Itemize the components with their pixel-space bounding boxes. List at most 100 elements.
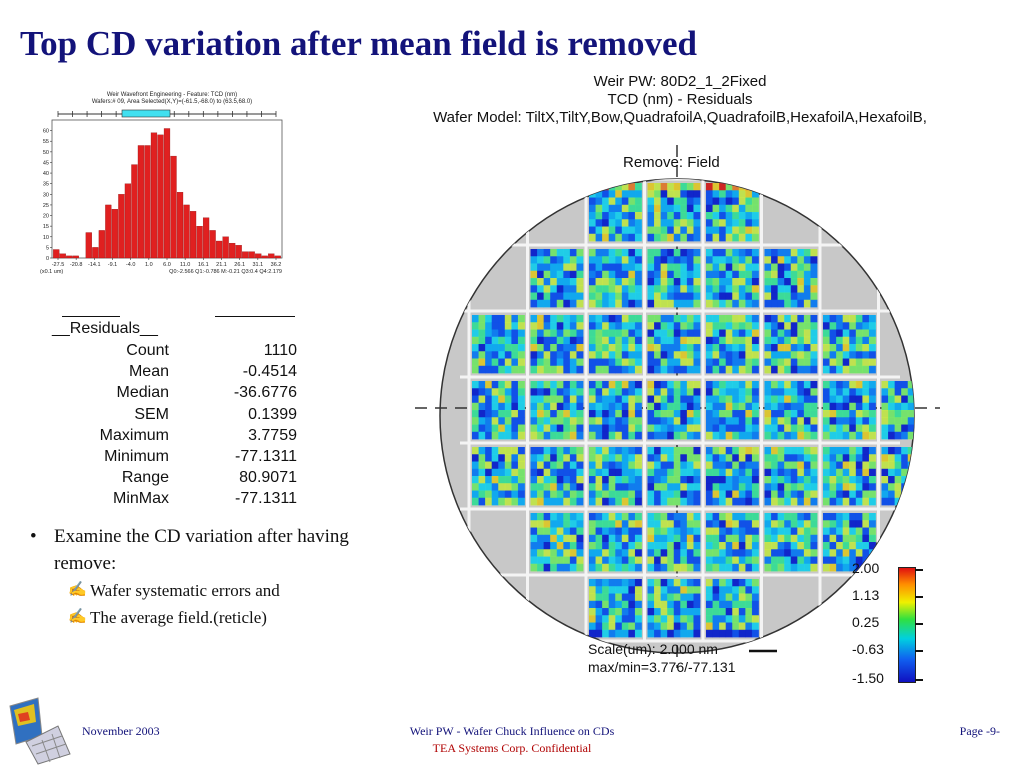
company-logo xyxy=(9,697,71,765)
bullet-sub-2-text: The average field.(reticle) xyxy=(90,608,267,627)
wafer-field xyxy=(881,381,914,440)
wafer-field xyxy=(472,315,525,374)
histogram-y-tick-label: 30 xyxy=(43,192,49,198)
histogram-y-tick-label: 0 xyxy=(46,256,49,262)
histogram-y-tick-label: 5 xyxy=(46,245,49,251)
residuals-row-label: Minimum xyxy=(104,448,169,465)
bullet-main-line1: Examine the CD variation after having xyxy=(54,526,349,547)
wafer-field xyxy=(589,381,642,440)
histogram-bar xyxy=(85,232,92,259)
residuals-row-value: 0.1399 xyxy=(248,405,297,423)
histogram-bar xyxy=(202,217,210,259)
residuals-row-label: Range xyxy=(121,469,169,487)
color-scale-bar xyxy=(898,567,916,683)
bullet-main: • Examine the CD variation after having xyxy=(30,523,402,550)
histogram-x-tick-label: -9.1 xyxy=(108,262,117,268)
pen-icon: ✍ xyxy=(68,582,87,598)
histogram-bar xyxy=(183,204,190,259)
wafer-field xyxy=(764,447,818,506)
histogram-bar xyxy=(150,132,158,259)
histogram-bar xyxy=(222,236,229,259)
wafer-field xyxy=(647,315,701,374)
histogram-bar xyxy=(92,247,99,259)
maxmin-label: max/min=3.776/-77.131 xyxy=(588,659,736,675)
wafer-field xyxy=(706,579,759,638)
residuals-row-value: 3.7759 xyxy=(248,426,297,444)
wafer-field xyxy=(589,513,642,572)
histogram-x-tick-label: 36.2 xyxy=(271,262,282,268)
bullet-main-line2: remove: xyxy=(54,553,117,574)
residuals-row-value: 80.9071 xyxy=(239,469,297,487)
histogram-x-tick-label: 6.0 xyxy=(163,262,171,268)
wafer-field xyxy=(647,579,701,638)
histogram-x-tick-label: 1.0 xyxy=(145,262,153,268)
residuals-row: Maximum 3.7759 xyxy=(52,427,297,448)
histogram-bar xyxy=(111,209,118,259)
histogram-bar xyxy=(72,255,79,259)
bullet-main-cont: remove: xyxy=(30,550,402,577)
residuals-row: Minimum -77.1311 xyxy=(52,448,297,469)
histogram-bar xyxy=(59,253,66,259)
histogram-x-tick-label: -4.0 xyxy=(126,262,135,268)
histogram-bar xyxy=(66,255,73,259)
histogram-bar xyxy=(157,134,164,259)
histogram-unit-label: (x0.1 um) xyxy=(40,269,63,275)
histogram-bar xyxy=(105,204,112,259)
histogram-stats-line: Q0:-2.566 Q1:-0.786 M:-0.21 Q3:0.4 Q4:2.… xyxy=(169,269,282,275)
footer-page-number: Page -9- xyxy=(959,724,1000,738)
wafer-field xyxy=(530,315,584,374)
footer-date: November 2003 xyxy=(82,724,160,738)
histogram-bar xyxy=(170,155,177,259)
wafer-field xyxy=(530,249,584,308)
histogram-y-tick-label: 50 xyxy=(43,150,49,156)
wafer-title-line2: TCD (nm) - Residuals xyxy=(607,91,753,108)
histogram-header-line1: Weir Wavefront Engineering - Feature: TC… xyxy=(106,92,238,98)
residuals-row-label: SEM xyxy=(134,405,169,423)
wafer-field xyxy=(530,381,584,440)
residuals-row-label: Mean xyxy=(128,363,169,381)
wafer-field xyxy=(823,381,876,440)
wafer-field xyxy=(823,315,876,374)
histogram-y-tick-label: 10 xyxy=(43,235,49,241)
residuals-row-value: -77.1311 xyxy=(235,490,297,508)
residuals-row-label: Maximum xyxy=(99,426,169,444)
wafer-title-line3: Wafer Model: TiltX,TiltY,Bow,QuadrafoilA… xyxy=(433,109,927,126)
colorbar-label: 2.00 xyxy=(852,560,880,576)
histogram-bar xyxy=(189,211,197,259)
wafer-field xyxy=(706,447,759,506)
residuals-header: __Residuals__ xyxy=(52,320,158,337)
histogram-y-tick-label: 25 xyxy=(43,203,49,209)
residuals-header-rule xyxy=(62,316,120,317)
pen-icon: ✍ xyxy=(68,609,87,625)
histogram-x-tick-label: 11.0 xyxy=(180,262,190,268)
histogram-bar xyxy=(118,194,125,259)
residuals-row: SEM 0.1399 xyxy=(52,406,297,427)
residuals-row: MinMax -77.1311 xyxy=(52,490,297,511)
colorbar-tick xyxy=(915,596,923,598)
histogram-x-tick-label: -27.5 xyxy=(52,262,65,268)
wafer-field xyxy=(764,381,818,440)
footer-title: Weir PW - Wafer Chuck Influence on CDs xyxy=(409,724,615,738)
bullet-marker: • xyxy=(30,526,37,547)
histogram-header: Weir Wavefront Engineering - Feature: TC… xyxy=(56,92,288,106)
colorbar-tick xyxy=(915,679,923,681)
histogram-bar xyxy=(176,192,184,259)
remove-label: Remove: Field xyxy=(623,154,720,171)
histogram-x-tick-label: 21.1 xyxy=(216,262,227,268)
scale-label: Scale(um): 2.000 nm xyxy=(588,641,718,657)
histogram-y-tick-label: 15 xyxy=(43,224,49,230)
residuals-row-value: 1110 xyxy=(263,342,297,359)
wafer-field xyxy=(881,447,914,506)
histogram-bar xyxy=(216,240,223,259)
histogram-quartile-box[interactable] xyxy=(121,109,171,118)
wafer-field xyxy=(589,579,642,638)
wafer-field xyxy=(706,249,759,308)
wafer-field xyxy=(589,249,642,308)
residuals-row-value: -36.6776 xyxy=(233,384,297,402)
residuals-row: Mean -0.4514 xyxy=(52,363,297,384)
wafer-field xyxy=(706,381,759,440)
wafer-field xyxy=(706,183,759,242)
histogram-bar xyxy=(242,251,249,259)
histogram-bar xyxy=(131,164,138,259)
histogram-x-tick-label: 26.1 xyxy=(234,262,245,268)
